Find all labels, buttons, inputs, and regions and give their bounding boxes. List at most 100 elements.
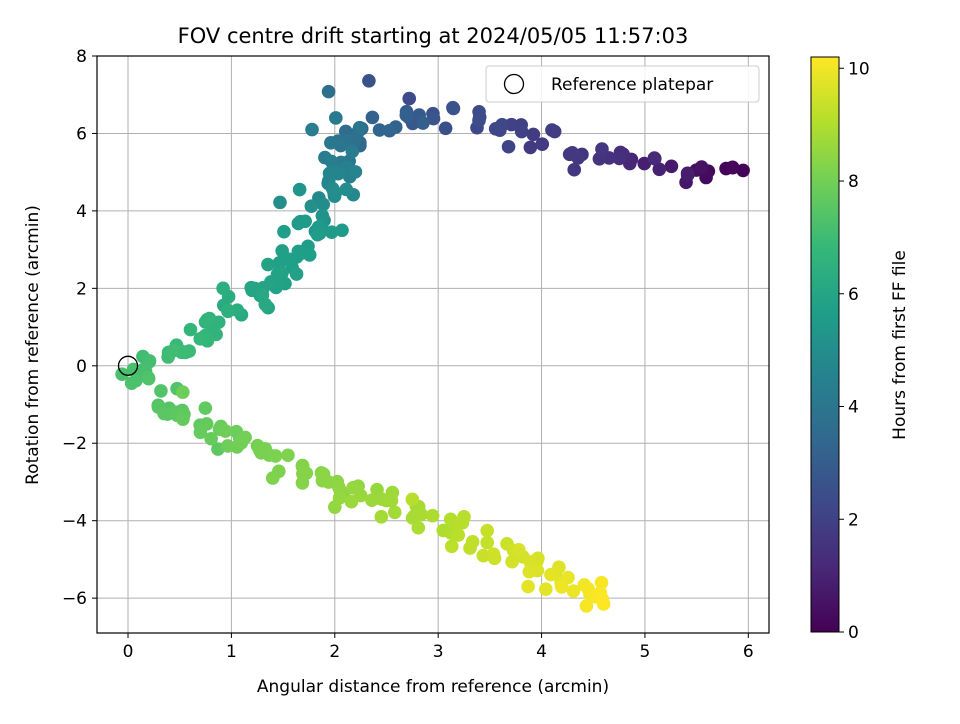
data-point	[176, 385, 190, 399]
y-tick-label: 8	[76, 47, 87, 67]
data-point	[216, 281, 230, 296]
data-point	[268, 449, 283, 463]
plot-frame	[96, 55, 770, 634]
data-point	[402, 91, 417, 106]
x-tick-label: 6	[743, 642, 754, 662]
data-point	[596, 597, 611, 611]
y-tick-label: 6	[76, 124, 87, 144]
data-points	[115, 73, 750, 613]
data-point	[486, 547, 501, 561]
data-point	[272, 267, 287, 282]
data-point	[292, 247, 307, 261]
data-point	[335, 223, 349, 238]
y-tick-label: 4	[76, 202, 87, 222]
data-point	[694, 160, 709, 174]
x-axis-ticks: 0 1 2 3 4 5 6	[123, 633, 754, 662]
data-point	[193, 332, 208, 346]
data-point	[495, 118, 510, 132]
data-point	[480, 523, 494, 538]
data-point	[567, 162, 582, 177]
data-point	[362, 73, 376, 88]
data-point	[324, 154, 339, 169]
x-tick-label: 0	[123, 642, 134, 662]
data-point	[652, 162, 667, 177]
data-point	[399, 108, 414, 123]
x-tick-label: 2	[329, 642, 340, 662]
data-point	[176, 412, 190, 426]
data-point	[521, 579, 535, 594]
x-tick-label: 1	[226, 642, 237, 662]
data-point	[115, 367, 129, 381]
data-point	[505, 554, 519, 569]
data-point	[463, 541, 477, 555]
data-point	[681, 167, 695, 181]
data-point	[565, 145, 580, 160]
reference-marker-layer	[117, 355, 139, 376]
data-point	[277, 224, 291, 239]
data-point	[261, 257, 275, 272]
data-point	[622, 156, 637, 171]
data-point	[554, 580, 569, 594]
colorbar-label: Hours from first FF file	[890, 250, 910, 440]
data-point	[345, 144, 360, 159]
data-point	[244, 280, 258, 295]
x-tick-label: 5	[640, 642, 651, 662]
y-tick-label: −6	[62, 589, 87, 609]
data-point	[544, 567, 558, 582]
data-point	[316, 197, 331, 212]
data-point	[321, 475, 336, 489]
data-point	[129, 373, 143, 388]
data-point	[699, 170, 713, 185]
data-point	[414, 507, 428, 522]
data-point	[594, 575, 609, 590]
data-point	[305, 122, 319, 137]
data-point	[451, 528, 466, 542]
y-tick-label: −2	[62, 434, 87, 454]
data-point	[438, 121, 453, 136]
data-point	[296, 466, 310, 481]
x-tick-label: 3	[433, 642, 444, 662]
colorbar-tick-label: 8	[848, 172, 859, 192]
data-point	[522, 564, 537, 579]
data-point	[281, 448, 295, 463]
x-tick-label: 4	[536, 642, 547, 662]
legend: Reference platepar	[485, 65, 760, 103]
data-point	[387, 505, 402, 520]
y-axis-label: Rotation from reference (arcmin)	[23, 205, 43, 485]
data-point	[310, 227, 325, 242]
data-point	[523, 140, 538, 155]
data-point	[411, 520, 426, 535]
data-point	[166, 343, 181, 358]
y-tick-label: −4	[62, 512, 87, 532]
data-point	[579, 599, 594, 613]
data-point	[329, 111, 343, 125]
data-point	[183, 322, 198, 337]
legend-reference-marker-icon	[503, 73, 525, 95]
data-point	[324, 136, 338, 150]
data-point	[545, 123, 559, 137]
data-point	[514, 124, 529, 139]
data-point	[298, 214, 312, 229]
colorbar	[811, 57, 839, 632]
data-point	[512, 542, 526, 557]
data-point	[612, 151, 627, 166]
data-point	[154, 384, 168, 398]
chart-title: FOV centre drift starting at 2024/05/05 …	[178, 24, 689, 48]
data-point	[664, 159, 679, 174]
reference-platepar-marker	[117, 355, 139, 376]
y-tick-label: 2	[76, 279, 87, 299]
data-point	[265, 471, 280, 485]
data-point	[446, 100, 460, 115]
data-point	[476, 548, 491, 563]
data-point	[289, 267, 304, 281]
legend-entry-label: Reference platepar	[551, 75, 713, 95]
colorbar-ticks: 0 2 4 6 8 10	[839, 59, 870, 643]
data-point	[444, 539, 459, 554]
data-point	[365, 110, 380, 125]
data-point	[344, 494, 359, 509]
colorbar-tick-label: 4	[848, 398, 859, 418]
y-tick-label: 0	[76, 357, 87, 377]
data-point	[405, 492, 420, 507]
data-point	[480, 535, 495, 550]
